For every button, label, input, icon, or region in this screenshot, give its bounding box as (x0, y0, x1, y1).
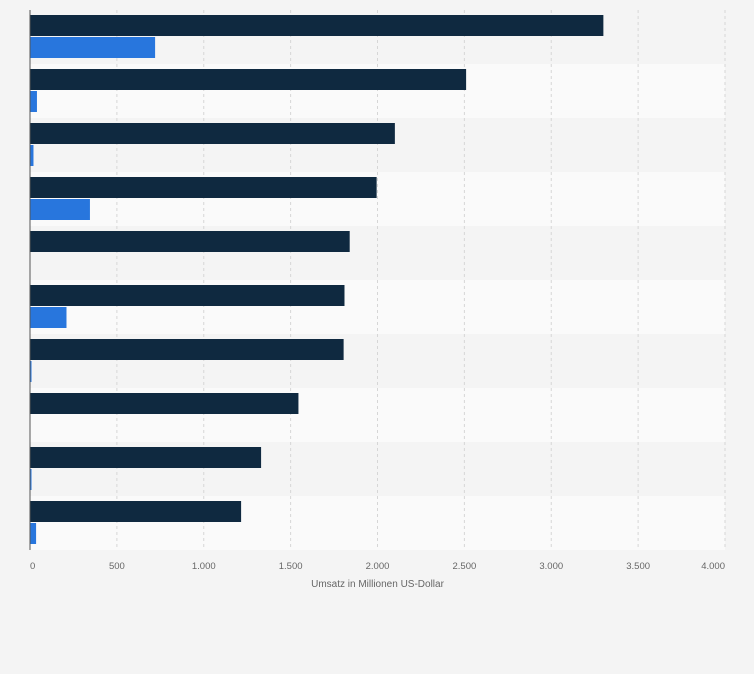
bar-series-2 (30, 307, 67, 328)
x-tick-label: 3.500 (626, 561, 650, 572)
x-axis-title: Umsatz in Millionen US-Dollar (311, 579, 444, 590)
x-tick-labels: 0 500 1.000 1.500 2.000 2.500 3.000 3.500 4.000 (30, 561, 725, 572)
bar-series-2 (30, 91, 37, 112)
bar-series-2 (30, 469, 32, 490)
bar-series-1 (30, 285, 345, 306)
bar-series-1 (30, 69, 467, 90)
bar-series-2 (30, 199, 90, 220)
bar-series-1 (30, 177, 377, 198)
x-tick-label: 0 (30, 561, 35, 572)
bar-series-1 (30, 123, 395, 144)
x-tick-label: 2.500 (452, 561, 476, 572)
x-tick-label: 1.500 (279, 561, 303, 572)
bar-series-1 (30, 501, 242, 522)
bar-series-1 (30, 339, 344, 360)
x-tick-label: 2.000 (366, 561, 390, 572)
x-tick-label: 500 (109, 561, 125, 572)
bar-series-2 (30, 523, 37, 544)
bar-series-1 (30, 15, 604, 36)
grid-lines (116, 10, 726, 550)
x-tick-label: 4.000 (701, 561, 725, 572)
bar-series-2 (30, 361, 32, 382)
bar-series-1 (30, 447, 262, 468)
x-tick-label: 1.000 (192, 561, 216, 572)
bar-series-2 (30, 145, 34, 166)
x-tick-label: 3.000 (539, 561, 563, 572)
bar-series-1 (30, 231, 350, 252)
bars (30, 15, 604, 544)
bar-series-1 (30, 393, 299, 414)
bar-series-2 (30, 37, 156, 58)
